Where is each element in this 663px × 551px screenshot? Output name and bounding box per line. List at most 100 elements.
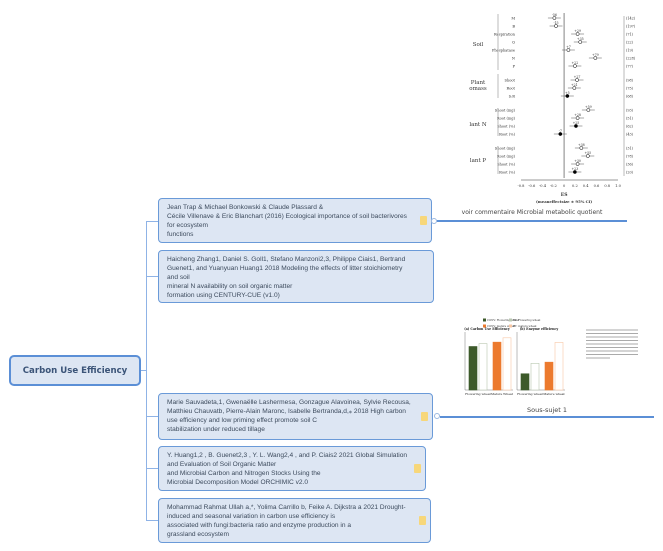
effect-point: [552, 16, 557, 20]
subtopic-label[interactable]: voir commentaire Microbial metabolic quo…: [461, 209, 603, 216]
effect-point: [575, 32, 580, 36]
effect-tag: +35: [577, 37, 584, 41]
subtopic-label[interactable]: Sous-sujet 1: [526, 406, 567, 414]
row-label: Shoot (%): [497, 163, 516, 167]
count-label: (78): [626, 155, 634, 159]
trunk-connector: [146, 221, 147, 521]
count-label: (19): [626, 49, 634, 53]
effect-point: [586, 108, 591, 112]
legend-entry: RT: mature wheat: [513, 324, 538, 328]
count-label: (20): [626, 171, 634, 175]
bar: [492, 341, 502, 391]
effect-point: [558, 132, 563, 136]
effect-point: [578, 40, 583, 44]
branch-connector: [146, 416, 158, 417]
effect-tag: +30: [574, 159, 581, 163]
effect-tag: -7: [559, 129, 562, 133]
topic-node[interactable]: Y. Huang1,2 , B. Guenet2,3 , Y. L. Wang2…: [158, 446, 426, 491]
effect-point: [565, 94, 570, 98]
group-label: omass: [469, 86, 487, 92]
effect-point: [566, 48, 571, 52]
collapse-toggle[interactable]: [431, 218, 437, 224]
effect-tag: +23: [572, 167, 579, 171]
row-label: Respiration: [494, 33, 516, 37]
panel-title: (b) Enzyme efficiency: [520, 327, 559, 331]
topic-text: and soil: [167, 274, 190, 281]
row-label: Root: [507, 87, 516, 91]
note-icon[interactable]: [419, 515, 426, 525]
row-label: Root (%): [499, 171, 515, 175]
note-icon[interactable]: [414, 463, 421, 473]
group-label: Plant: [471, 80, 486, 86]
note-icon[interactable]: [421, 411, 428, 421]
legend-swatch: [509, 318, 512, 322]
legend-entry: CONV: Flowering wheat: [487, 318, 520, 322]
x-tick: -0.2: [550, 184, 557, 188]
central-topic[interactable]: Carbon Use Efficiency: [9, 355, 141, 386]
count-label: (142): [626, 17, 636, 21]
note-icon[interactable]: [420, 215, 427, 225]
row-label: Shoot: [504, 79, 515, 83]
x-label-detail: (meaneffectsize ± 95% CI): [536, 199, 592, 204]
count-label: (31): [626, 147, 634, 151]
row-label: Root (%): [499, 133, 515, 137]
topic-text: Mohammad Rahmat Ullah a,*, Yolima Carril…: [167, 504, 406, 511]
row-label: S:R: [509, 95, 516, 99]
topic-text: mineral N availability on soil organic m…: [167, 283, 293, 290]
effect-point: [573, 64, 577, 68]
effect-tag: +55: [584, 151, 591, 155]
category-label: Mature Wheat: [491, 392, 514, 396]
topic-text: Guenet1, and Yuanyuan Huang1 2018 Modeli…: [167, 265, 403, 272]
legend-swatch: [483, 324, 486, 328]
x-tick: 0.6: [594, 184, 600, 188]
subtopic-line: [440, 416, 654, 418]
x-label: ES: [561, 192, 568, 198]
topic-node[interactable]: Marie Sauvadeta,1, Gwenaëlle Lashermesa,…: [158, 393, 433, 440]
topic-text: Cécile Villenave & Eric Blanchart (2016)…: [167, 213, 407, 220]
topic-node[interactable]: Haicheng Zhang1, Daniel S. Goll1, Stefan…: [158, 250, 434, 303]
effect-tag: +25: [573, 121, 580, 125]
group-label: lant P: [470, 158, 487, 164]
effect-point: [572, 86, 577, 90]
x-tick: 0.4: [583, 184, 589, 188]
panel-title: (a) Carbon Use Efficiency: [464, 327, 510, 331]
row-label: B: [512, 25, 515, 29]
topic-text: Y. Huang1,2 , B. Guenet2,3 , Y. L. Wang2…: [167, 452, 408, 459]
x-tick: 0.2: [572, 184, 578, 188]
x-tick: 1.0: [615, 184, 621, 188]
count-label: (51): [626, 117, 634, 121]
count-label: (75): [626, 87, 634, 91]
effect-tag: +27: [574, 75, 581, 79]
root-connector: [141, 370, 147, 371]
topic-node[interactable]: Mohammad Rahmat Ullah a,*, Yolima Carril…: [158, 498, 431, 543]
subtopic-line: [437, 220, 627, 222]
bar: [468, 346, 478, 391]
effect-tag: +79: [592, 53, 599, 57]
x-tick: 0: [563, 184, 566, 188]
row-label: Q: [512, 41, 515, 45]
effect-tag: -15: [553, 21, 558, 25]
count-label: (93): [626, 109, 634, 113]
effect-tag: -56: [552, 13, 557, 17]
bar: [502, 337, 512, 391]
effect-point: [575, 162, 580, 166]
effect-point: [574, 124, 578, 128]
row-label: Shoot (%): [497, 125, 516, 129]
group-label: Soil: [473, 42, 484, 48]
topic-text: grassland ecosystem: [167, 531, 229, 538]
row-label: Root (mg): [497, 155, 516, 159]
collapse-toggle[interactable]: [434, 413, 440, 419]
row-label: P: [513, 65, 516, 69]
category-label: Mature wheat: [543, 392, 565, 396]
count-label: (98): [626, 79, 634, 83]
row-label: Root (mg): [497, 117, 516, 121]
count-label: (43): [626, 133, 634, 137]
effect-tag: +5: [565, 91, 570, 95]
count-label: (22): [626, 41, 634, 45]
group-label: lant N: [469, 122, 487, 128]
effect-tag: +22: [572, 61, 579, 65]
topic-node[interactable]: Jean Trap & Michael Bonkowski & Claude P…: [158, 198, 432, 243]
row-label: Shoot (mg): [495, 109, 516, 113]
count-label: (197): [626, 25, 636, 29]
